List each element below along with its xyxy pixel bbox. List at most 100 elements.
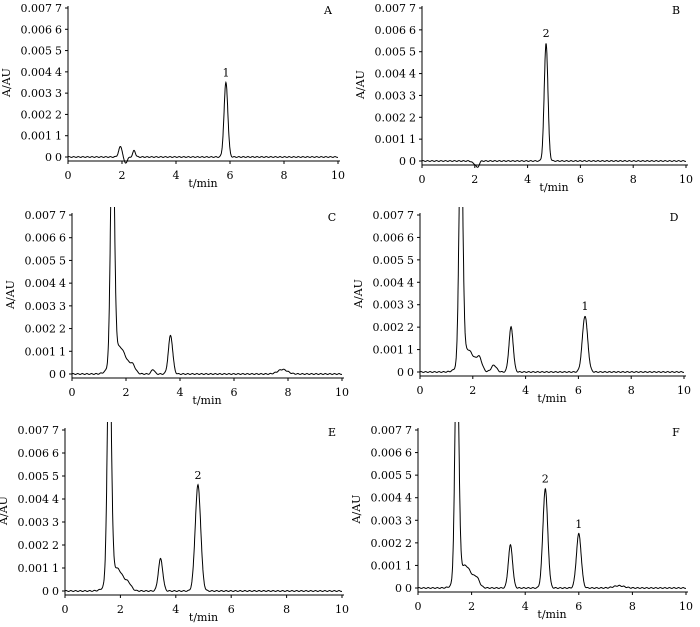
y-tick-label-right: 5 <box>59 254 66 267</box>
x-tick-label: 0 <box>417 384 424 397</box>
y-tick-label-right: 0 <box>407 366 414 379</box>
y-tick-label: 0.002 <box>21 108 53 121</box>
y-tick-label-right: 7 <box>55 2 62 15</box>
y-tick-label: 0.002 <box>375 111 407 124</box>
x-tick-label: 6 <box>575 384 582 397</box>
y-tick-label-right: 6 <box>409 24 416 37</box>
y-tick-label-right: 0 <box>405 582 412 595</box>
y-tick-label: 0 <box>395 582 402 595</box>
y-tick-label: 0.005 <box>373 254 405 267</box>
y-tick-label: 0.002 <box>25 323 57 336</box>
y-tick-label-right: 3 <box>59 300 66 313</box>
y-axis-label: A/AU <box>4 280 17 310</box>
y-tick-label: 0.001 <box>375 133 407 146</box>
y-tick-label-right: 0 <box>59 368 66 381</box>
chart-panel-b: 0010.00120.00230.00340.00450.00560.00670… <box>354 2 693 194</box>
x-tick-label: 10 <box>335 603 349 616</box>
panel-label: A <box>323 4 333 17</box>
y-tick-label-right: 5 <box>52 470 59 483</box>
x-tick-label: 4 <box>173 169 180 182</box>
x-tick-label: 8 <box>628 384 635 397</box>
peak-label: 2 <box>194 469 201 482</box>
y-tick-label-right: 5 <box>409 46 416 59</box>
x-axis-label: t/min <box>189 611 218 624</box>
y-tick-label-right: 7 <box>407 209 414 222</box>
x-tick-label: 10 <box>677 384 691 397</box>
y-tick-label-right: 2 <box>405 537 412 550</box>
y-tick-label-right: 4 <box>59 277 66 290</box>
y-tick-label: 0.007 <box>21 2 53 15</box>
y-tick-label-right: 2 <box>407 321 414 334</box>
y-tick-label: 0.004 <box>375 68 407 81</box>
y-axis-label: A/AU <box>354 70 367 100</box>
y-tick-label-right: 7 <box>52 424 59 437</box>
y-tick-label-right: 3 <box>55 87 62 100</box>
x-tick-label: 8 <box>281 169 288 182</box>
y-tick-label-right: 6 <box>55 23 62 36</box>
x-axis-label: t/min <box>537 392 566 405</box>
y-tick-label-right: 2 <box>59 323 66 336</box>
y-tick-label: 0.001 <box>21 130 53 143</box>
x-tick-label: 6 <box>231 386 238 399</box>
x-tick-label: 2 <box>123 386 130 399</box>
x-tick-label: 4 <box>172 603 179 616</box>
y-tick-label: 0.001 <box>18 562 50 575</box>
y-tick-label-right: 1 <box>405 559 412 572</box>
y-tick-label: 0.001 <box>373 344 405 357</box>
y-tick-label: 0.004 <box>21 66 53 79</box>
y-tick-label-right: 7 <box>409 2 416 15</box>
y-tick-label: 0.006 <box>21 23 53 36</box>
y-tick-label-right: 5 <box>407 254 414 267</box>
chart-panel-c: 0010.00120.00230.00340.00450.00560.00670… <box>4 207 349 407</box>
chromatogram-trace <box>422 43 686 168</box>
y-tick-label: 0.003 <box>375 89 407 102</box>
x-tick-label: 8 <box>283 603 290 616</box>
chromatogram-trace <box>420 207 684 373</box>
x-tick-label: 2 <box>119 169 126 182</box>
x-tick-label: 2 <box>117 603 124 616</box>
panel-label: C <box>328 211 336 224</box>
panel-label: F <box>672 426 680 439</box>
y-tick-label-right: 3 <box>409 89 416 102</box>
y-tick-label-right: 2 <box>409 111 416 124</box>
y-tick-label-right: 0 <box>409 155 416 168</box>
y-tick-label: 0.006 <box>373 231 405 244</box>
x-tick-label: 6 <box>227 169 234 182</box>
x-tick-label: 2 <box>469 384 476 397</box>
y-tick-label: 0.003 <box>371 514 403 527</box>
chromatogram-trace <box>65 422 342 593</box>
y-tick-label: 0.003 <box>18 516 50 529</box>
y-axis-label: A/AU <box>352 279 365 309</box>
y-tick-label: 0 <box>45 151 52 164</box>
y-tick-label: 0.007 <box>371 424 403 437</box>
y-tick-label-right: 5 <box>55 45 62 58</box>
y-tick-label-right: 6 <box>52 447 59 460</box>
y-tick-label-right: 7 <box>405 424 412 437</box>
y-tick-label-right: 1 <box>59 345 66 358</box>
x-tick-label: 0 <box>415 600 422 613</box>
y-tick-label-right: 1 <box>52 562 59 575</box>
panel-label: D <box>670 211 679 224</box>
y-tick-label: 0 <box>49 368 56 381</box>
y-tick-label-right: 7 <box>59 209 66 222</box>
y-tick-label: 0 <box>42 585 49 598</box>
x-tick-label: 8 <box>629 600 636 613</box>
x-tick-label: 2 <box>471 173 478 186</box>
y-tick-label-right: 0 <box>55 151 62 164</box>
y-tick-label-right: 1 <box>407 344 414 357</box>
x-tick-label: 6 <box>575 600 582 613</box>
y-tick-label: 0.006 <box>25 232 57 245</box>
y-tick-label: 0.007 <box>25 209 57 222</box>
y-tick-label: 0.007 <box>18 424 50 437</box>
y-tick-label-right: 4 <box>52 493 59 506</box>
y-tick-label: 0.006 <box>375 24 407 37</box>
y-tick-label-right: 6 <box>59 232 66 245</box>
y-tick-label: 0.005 <box>25 254 57 267</box>
y-tick-label-right: 6 <box>407 231 414 244</box>
chart-panel-d: 0010.00120.00230.00340.00450.00560.00670… <box>352 207 691 405</box>
chart-panel-a: 0010.00120.00230.00340.00450.00560.00670… <box>0 2 345 190</box>
y-tick-label-right: 4 <box>405 492 412 505</box>
y-tick-label: 0.004 <box>25 277 57 290</box>
peak-label: 1 <box>582 300 589 313</box>
y-tick-label-right: 6 <box>405 447 412 460</box>
